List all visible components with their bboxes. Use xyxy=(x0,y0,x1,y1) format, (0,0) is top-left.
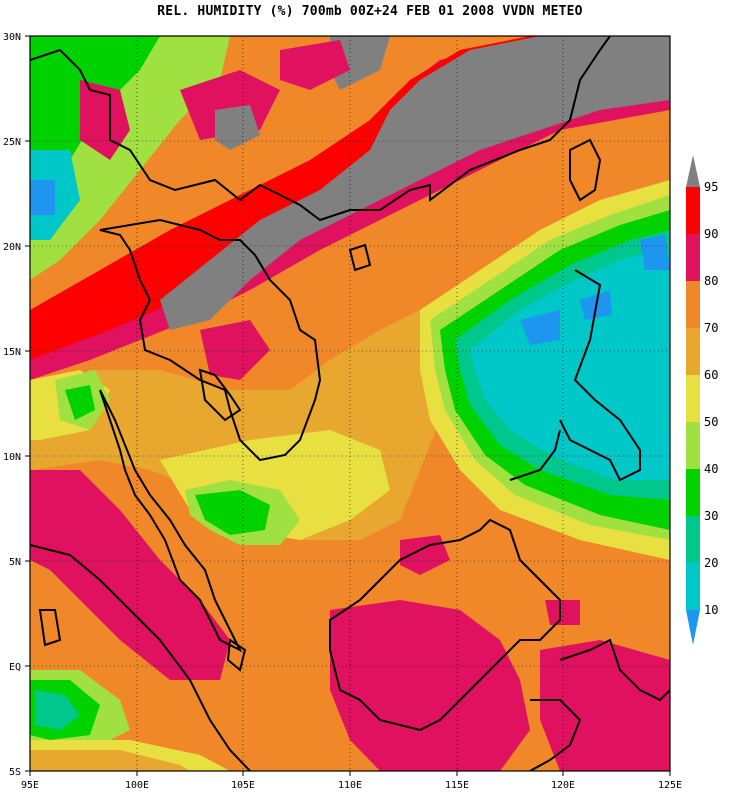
colorbar-label-30: 30 xyxy=(704,509,718,523)
lat-label-30n: 30N xyxy=(3,32,21,43)
map-title: REL. HUMIDITY (%) 700mb 00Z+24 FEB 01 20… xyxy=(157,4,583,19)
lat-label-eq: EQ xyxy=(9,662,21,673)
colorbar-label-80: 80 xyxy=(704,274,718,288)
graticule xyxy=(30,36,670,771)
lon-label-120e: 120E xyxy=(551,780,575,791)
colorbar-swatch-50-60 xyxy=(686,375,700,422)
axis-ticks xyxy=(25,35,671,776)
lon-label-125e: 125E xyxy=(658,780,682,791)
lat-label-10n: 10N xyxy=(3,452,21,463)
colorbar-label-70: 70 xyxy=(704,321,718,335)
colorbar-swatch-30-40 xyxy=(686,469,700,516)
lon-label-100e: 100E xyxy=(125,780,149,791)
colorbar-label-20: 20 xyxy=(704,556,718,570)
lat-label-5s: 5S xyxy=(9,767,21,778)
colorbar-top-arrow xyxy=(686,155,700,187)
colorbar-swatch-20-30 xyxy=(686,516,700,563)
lon-label-110e: 110E xyxy=(338,780,362,791)
colorbar-swatch-10-20 xyxy=(686,563,700,610)
lon-label-105e: 105E xyxy=(231,780,255,791)
lat-label-5n: 5N xyxy=(9,557,21,568)
colorbar-swatch-90-95 xyxy=(686,187,700,234)
colorbar-bottom-arrow xyxy=(686,610,700,645)
coastlines xyxy=(30,36,670,771)
lat-label-15n: 15N xyxy=(3,347,21,358)
colorbar-swatch-40-50 xyxy=(686,422,700,469)
colorbar-label-50: 50 xyxy=(704,415,718,429)
colorbar-swatch-70-80 xyxy=(686,281,700,328)
lon-label-115e: 115E xyxy=(445,780,469,791)
colorbar: 95 90 80 70 60 50 40 30 20 10 xyxy=(686,155,718,645)
lat-label-20n: 20N xyxy=(3,242,21,253)
colorbar-label-95: 95 xyxy=(704,180,718,194)
colorbar-label-10: 10 xyxy=(704,603,718,617)
colorbar-swatch-60-70 xyxy=(686,328,700,375)
lon-label-95e: 95E xyxy=(21,780,39,791)
colorbar-swatch-80-90 xyxy=(686,234,700,281)
lat-label-25n: 25N xyxy=(3,137,21,148)
colorbar-label-60: 60 xyxy=(704,368,718,382)
colorbar-label-90: 90 xyxy=(704,227,718,241)
colorbar-label-40: 40 xyxy=(704,462,718,476)
